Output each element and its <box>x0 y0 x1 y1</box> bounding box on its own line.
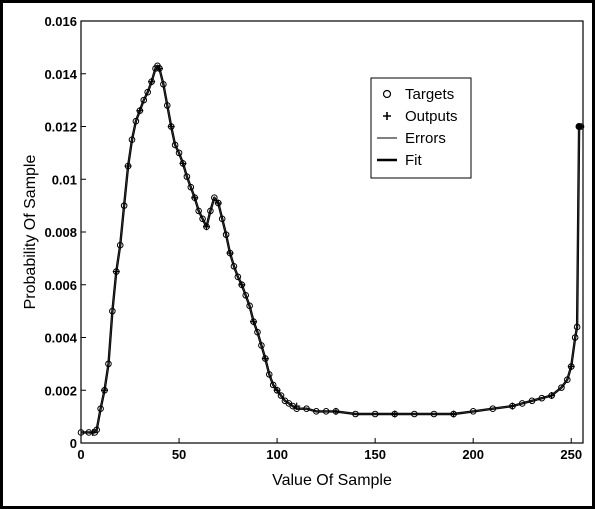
plot-area <box>81 21 583 443</box>
y-tick-label: 0.006 <box>44 278 77 293</box>
y-tick-label: 0.002 <box>44 383 77 398</box>
y-tick-label: 0.012 <box>44 120 77 135</box>
x-axis-label: Value Of Sample <box>272 472 392 489</box>
y-tick-label: 0.01 <box>52 172 77 187</box>
legend-label: Errors <box>405 130 446 147</box>
y-tick-label: 0.016 <box>44 14 77 29</box>
y-tick-label: 0 <box>70 436 77 451</box>
legend: Targets Outputs Errors Fit <box>371 78 471 178</box>
x-tick-label: 50 <box>172 447 186 462</box>
x-tick-label: 250 <box>560 447 582 462</box>
y-tick-label: 0.004 <box>44 331 77 346</box>
x-tick-label: 200 <box>462 447 484 462</box>
x-tick-label: 150 <box>364 447 386 462</box>
y-tick-label: 0.014 <box>44 67 77 82</box>
chart-svg: 0 50 100 150 200 250 0 0.002 0.004 0.006 0.008 0.01… <box>3 3 592 506</box>
x-tick-label: 0 <box>77 447 84 462</box>
y-axis-label: Probability Of Sample <box>22 155 39 310</box>
end-point <box>576 123 583 130</box>
legend-label: Outputs <box>405 108 458 125</box>
x-tick-label: 100 <box>266 447 288 462</box>
legend-label: Targets <box>405 86 454 103</box>
legend-label: Fit <box>405 152 422 169</box>
y-tick-label: 0.008 <box>44 225 77 240</box>
